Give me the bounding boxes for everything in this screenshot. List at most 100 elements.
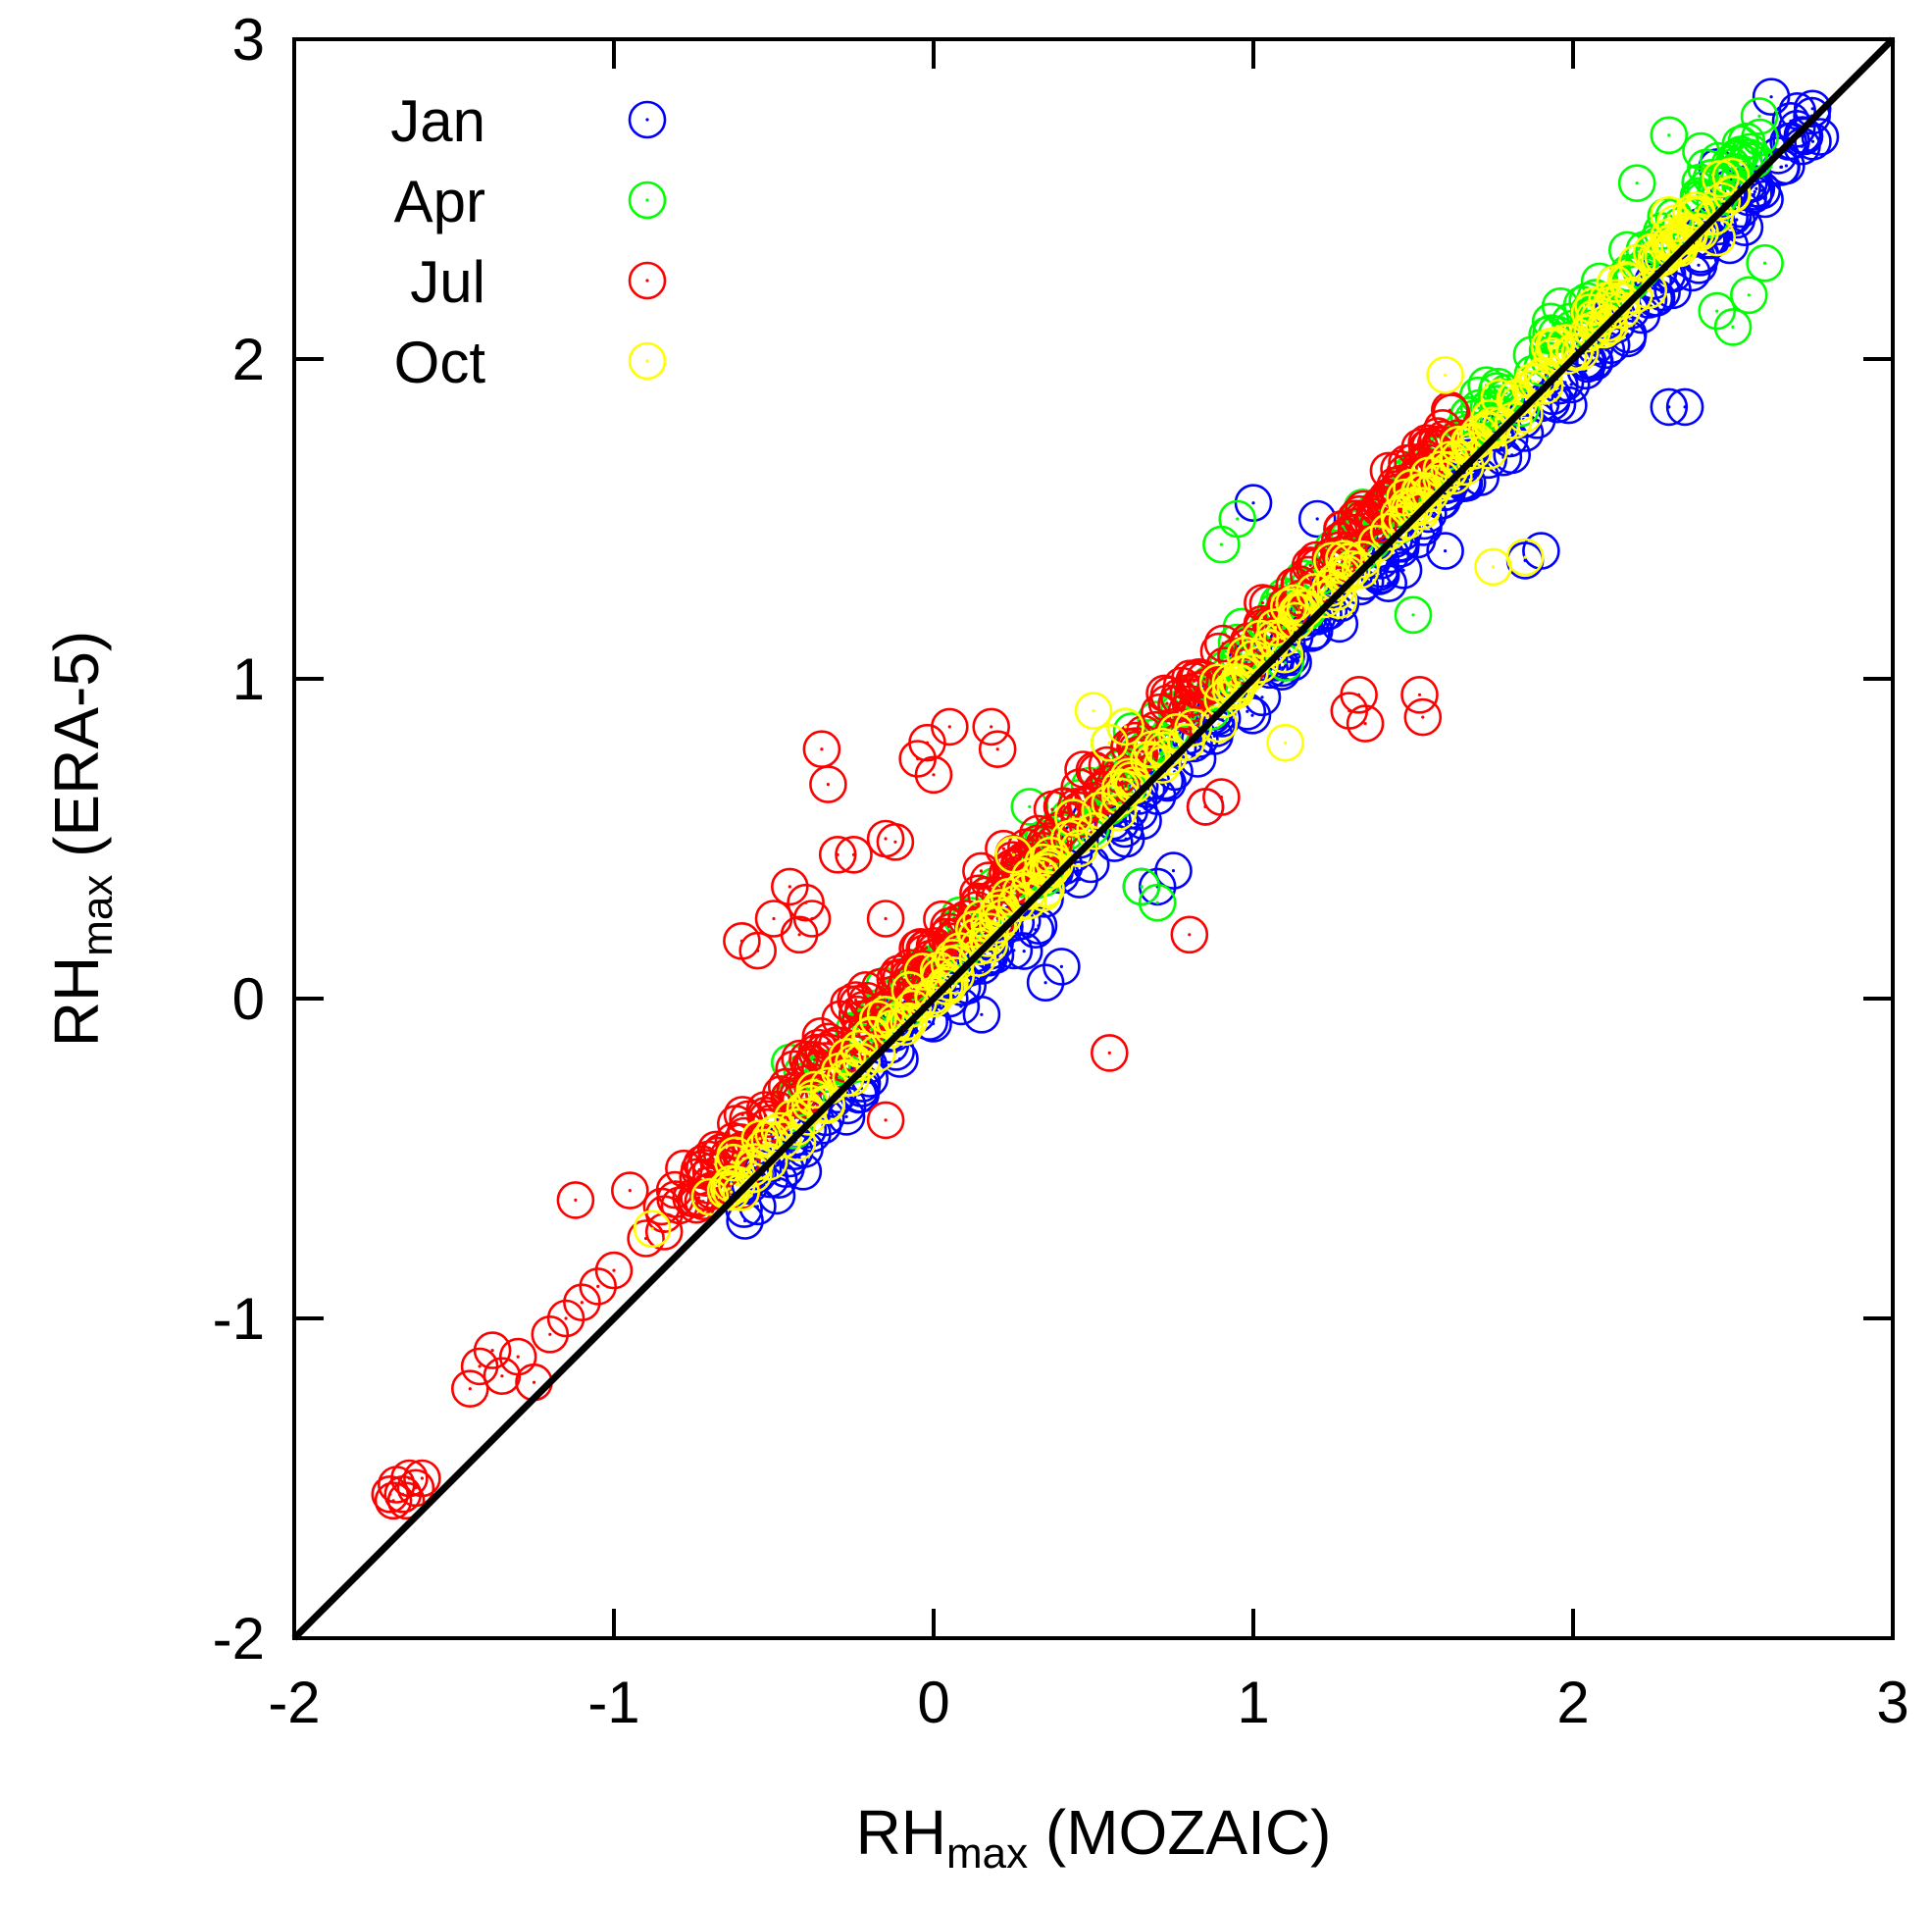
data-point-center xyxy=(1555,402,1559,406)
data-point xyxy=(1740,97,1779,135)
data-point xyxy=(1170,915,1209,954)
data-point-center xyxy=(756,949,760,952)
data-point xyxy=(738,931,778,970)
legend-marker xyxy=(628,341,667,381)
data-point xyxy=(1432,393,1471,432)
data-point xyxy=(925,966,964,1005)
data-point-center xyxy=(580,1301,585,1305)
data-point-center xyxy=(893,840,897,844)
data-point-center xyxy=(884,837,888,841)
data-point-center xyxy=(1107,1051,1111,1055)
data-point-center xyxy=(574,1198,578,1202)
data-point-center xyxy=(1536,380,1540,385)
x-axis-title-main: RH xyxy=(856,1797,946,1868)
y-tick-label: -1 xyxy=(213,1286,265,1352)
data-point-center xyxy=(1349,567,1353,571)
data-point xyxy=(1340,675,1378,714)
data-point-center xyxy=(1312,629,1316,633)
data-point xyxy=(1216,668,1255,707)
data-point xyxy=(1026,963,1065,1003)
data-point-center xyxy=(1192,726,1195,730)
data-point-center xyxy=(1260,600,1264,605)
x-axis-title: RHmax (MOZAIC) xyxy=(856,1797,1332,1878)
data-point-center xyxy=(1171,869,1176,873)
data-point-center xyxy=(1558,304,1562,308)
data-point xyxy=(1024,843,1062,882)
legend-marker-center xyxy=(645,359,649,363)
data-point xyxy=(1154,851,1193,890)
data-point-center xyxy=(1297,610,1301,614)
data-point xyxy=(1263,619,1301,658)
data-point-center xyxy=(1274,626,1278,630)
data-point-center xyxy=(806,1114,810,1118)
data-point-center xyxy=(650,1227,654,1231)
data-point-center xyxy=(1011,858,1015,862)
x-axis-title-suffix: (MOZAIC) xyxy=(1028,1797,1331,1868)
data-point-center xyxy=(1075,835,1079,839)
data-point xyxy=(1098,793,1138,832)
data-point-center xyxy=(805,1057,810,1061)
data-point xyxy=(1665,387,1704,427)
data-point xyxy=(1256,608,1295,646)
data-point-center xyxy=(1491,424,1495,428)
data-point-center xyxy=(1001,915,1005,919)
data-point xyxy=(1474,547,1512,587)
data-point-center xyxy=(1667,133,1671,137)
data-point xyxy=(633,1210,672,1248)
data-point-center xyxy=(1540,374,1545,378)
data-point xyxy=(1173,697,1212,736)
data-point-center xyxy=(1062,804,1066,808)
data-point-center xyxy=(1315,517,1319,521)
data-point xyxy=(1109,757,1148,797)
data-point xyxy=(1400,675,1439,714)
data-point xyxy=(450,1369,489,1408)
data-point-center xyxy=(1757,114,1761,118)
data-point-center xyxy=(912,978,917,982)
data-point xyxy=(1050,819,1089,858)
data-point-center xyxy=(1434,442,1438,446)
data-point xyxy=(1617,164,1656,202)
data-point xyxy=(1106,707,1144,747)
data-point-center xyxy=(1418,464,1423,468)
data-point xyxy=(1381,504,1419,543)
data-point-center xyxy=(1219,542,1223,546)
data-point-center xyxy=(1188,677,1192,681)
data-point-center xyxy=(795,1141,799,1145)
data-point-center xyxy=(1440,467,1444,472)
data-point xyxy=(1101,747,1140,786)
data-point-center xyxy=(1260,695,1264,699)
data-point-center xyxy=(1124,725,1128,729)
data-point-center xyxy=(1067,837,1071,841)
data-point-center xyxy=(1747,293,1751,297)
data-point-center xyxy=(1011,852,1016,856)
data-point-center xyxy=(548,1332,552,1336)
legend-item-jan: Jan xyxy=(390,88,667,154)
data-point xyxy=(984,898,1023,937)
x-tick-label: 1 xyxy=(1237,1670,1269,1735)
data-point xyxy=(994,835,1033,874)
data-point-center xyxy=(864,988,868,992)
data-point xyxy=(644,1212,684,1251)
data-point-center xyxy=(1107,741,1111,745)
legend-marker-center xyxy=(645,118,649,122)
y-axis-title: RHmax (ERA-5) xyxy=(41,631,122,1047)
data-point-center xyxy=(1197,737,1201,742)
data-point-center xyxy=(813,1057,817,1061)
data-point xyxy=(787,883,825,922)
legend-item-jul: Jul xyxy=(410,249,667,315)
data-point xyxy=(1202,778,1241,816)
data-point-center xyxy=(1398,522,1401,526)
data-point-center xyxy=(420,1476,424,1480)
data-point xyxy=(1590,306,1629,345)
data-point xyxy=(1346,704,1385,743)
data-point xyxy=(957,891,996,929)
data-point xyxy=(1650,387,1689,427)
data-point-center xyxy=(755,1205,760,1209)
data-point-center xyxy=(1667,213,1671,217)
data-point-center xyxy=(1129,778,1133,783)
data-point-center xyxy=(1236,517,1240,521)
data-point-center xyxy=(1293,601,1296,605)
data-point-center xyxy=(762,1146,766,1150)
data-point-center xyxy=(532,1380,536,1384)
data-point-center xyxy=(1810,139,1815,143)
